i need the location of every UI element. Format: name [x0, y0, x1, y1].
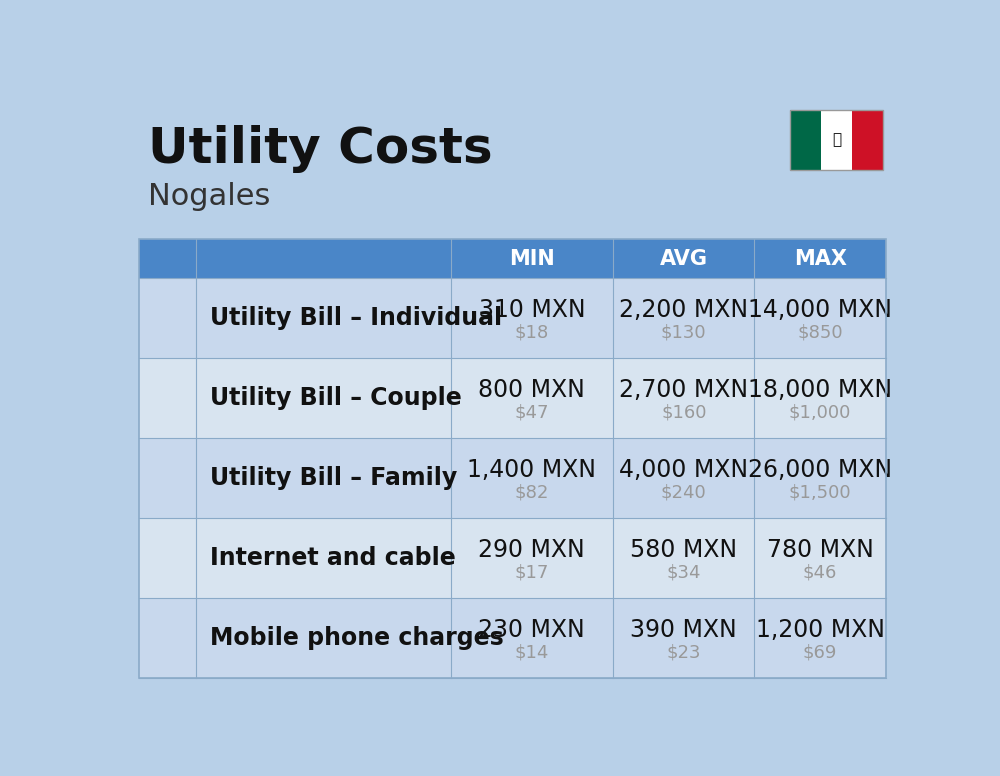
- Text: $69: $69: [803, 644, 837, 662]
- Text: 1,200 MXN: 1,200 MXN: [756, 618, 885, 643]
- Text: 14,000 MXN: 14,000 MXN: [748, 298, 892, 322]
- Text: $23: $23: [667, 644, 701, 662]
- Text: $82: $82: [515, 483, 549, 501]
- Text: 780 MXN: 780 MXN: [767, 539, 874, 562]
- Text: 230 MXN: 230 MXN: [479, 618, 585, 643]
- Text: $18: $18: [515, 324, 549, 341]
- Bar: [139, 438, 886, 518]
- Text: $46: $46: [803, 563, 837, 582]
- Text: $240: $240: [661, 483, 707, 501]
- Text: Utility Costs: Utility Costs: [148, 126, 493, 174]
- Bar: [139, 240, 886, 678]
- Text: 2,200 MXN: 2,200 MXN: [619, 298, 748, 322]
- Text: 26,000 MXN: 26,000 MXN: [748, 458, 892, 482]
- Text: $1,500: $1,500: [789, 483, 851, 501]
- Text: 🦅: 🦅: [832, 133, 841, 147]
- Text: 4,000 MXN: 4,000 MXN: [619, 458, 748, 482]
- Text: 800 MXN: 800 MXN: [478, 378, 585, 402]
- Text: Internet and cable: Internet and cable: [210, 546, 456, 570]
- Text: Nogales: Nogales: [148, 182, 271, 210]
- Text: 290 MXN: 290 MXN: [479, 539, 585, 562]
- Text: 1,400 MXN: 1,400 MXN: [467, 458, 596, 482]
- Text: $34: $34: [667, 563, 701, 582]
- Text: AVG: AVG: [660, 248, 708, 268]
- Bar: [754, 240, 886, 278]
- Bar: [139, 518, 886, 598]
- Bar: [450, 240, 613, 278]
- Bar: [196, 240, 450, 278]
- Text: 18,000 MXN: 18,000 MXN: [748, 378, 892, 402]
- Text: 390 MXN: 390 MXN: [630, 618, 737, 643]
- Text: Utility Bill – Individual: Utility Bill – Individual: [210, 306, 502, 330]
- Bar: [790, 110, 821, 170]
- Text: $14: $14: [515, 644, 549, 662]
- Text: 2,700 MXN: 2,700 MXN: [619, 378, 748, 402]
- Text: $17: $17: [515, 563, 549, 582]
- Text: MAX: MAX: [794, 248, 847, 268]
- Bar: [790, 110, 883, 170]
- Text: Utility Bill – Family: Utility Bill – Family: [210, 466, 458, 490]
- Text: $850: $850: [797, 324, 843, 341]
- Text: MIN: MIN: [509, 248, 555, 268]
- Text: $160: $160: [661, 404, 707, 421]
- Text: Utility Bill – Couple: Utility Bill – Couple: [210, 386, 462, 410]
- Bar: [852, 110, 883, 170]
- Bar: [139, 240, 196, 278]
- Bar: [821, 110, 852, 170]
- Bar: [613, 240, 754, 278]
- Text: 580 MXN: 580 MXN: [630, 539, 737, 562]
- Text: 310 MXN: 310 MXN: [479, 298, 585, 322]
- Text: Mobile phone charges: Mobile phone charges: [210, 626, 504, 650]
- Text: $130: $130: [661, 324, 707, 341]
- Bar: [139, 358, 886, 438]
- Text: $47: $47: [515, 404, 549, 421]
- Bar: [139, 278, 886, 358]
- Text: $1,000: $1,000: [789, 404, 851, 421]
- Bar: [139, 598, 886, 678]
